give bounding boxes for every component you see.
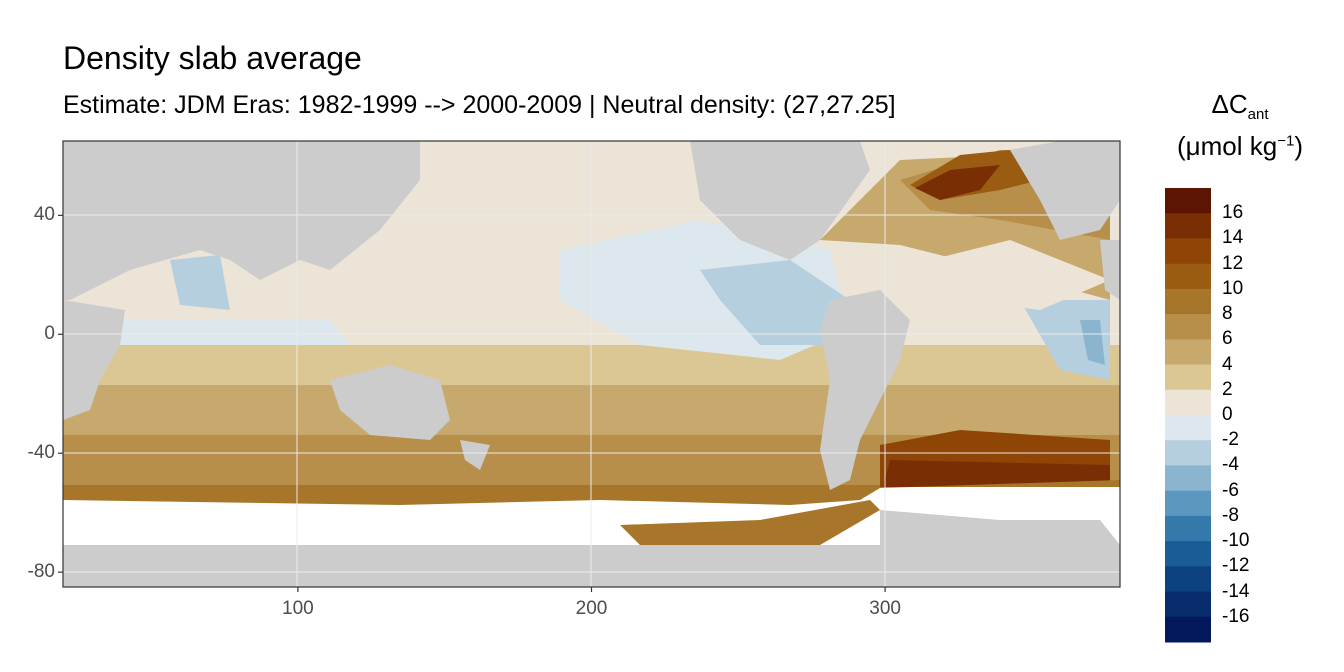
atlantic-east-blue-dark xyxy=(1080,320,1105,365)
legend-swatch xyxy=(1165,591,1211,618)
legend-swatch xyxy=(1165,314,1211,340)
legend-swatch xyxy=(1165,515,1211,542)
legend-swatch xyxy=(1165,490,1211,517)
legend-swatch xyxy=(1165,440,1211,466)
legend-swatch xyxy=(1165,415,1211,441)
legend-break-label: -4 xyxy=(1222,454,1239,476)
legend-swatch xyxy=(1165,238,1211,265)
land-eurasia-africa-north xyxy=(63,141,420,300)
grid xyxy=(63,141,1120,587)
land-africa-west xyxy=(1100,240,1120,300)
land-north-america xyxy=(690,141,870,260)
legend-swatch xyxy=(1165,364,1211,391)
atlantic-mid xyxy=(930,240,1110,310)
arabian-sea-blue xyxy=(170,255,230,310)
legend-swatch xyxy=(1165,213,1211,239)
legend-swatch xyxy=(1165,616,1211,643)
y-tick-label: 0 xyxy=(44,323,55,345)
y-tick-label: -80 xyxy=(27,561,55,583)
legend-swatch xyxy=(1165,541,1211,567)
legend-swatch xyxy=(1165,339,1211,366)
land-south-america xyxy=(820,290,910,490)
legend-break-label: 6 xyxy=(1222,328,1233,350)
legend-swatch xyxy=(1165,288,1211,315)
x-tick-label: 100 xyxy=(282,598,314,619)
legend-swatch xyxy=(1165,263,1211,290)
legend-swatch xyxy=(1165,188,1211,214)
legend-units-b: ) xyxy=(1294,131,1303,162)
legend-break-label: -2 xyxy=(1222,429,1239,451)
axis-ticks xyxy=(58,214,886,592)
legend-break-label: -6 xyxy=(1222,479,1239,501)
legend-break-label: -10 xyxy=(1222,530,1250,552)
legend-break-label: -12 xyxy=(1222,555,1250,577)
legend-title-sub: ant xyxy=(1247,106,1269,124)
antarctic-shelf-brown xyxy=(620,500,880,545)
legend-break-label: 4 xyxy=(1222,353,1233,375)
legend-swatch xyxy=(1165,566,1211,593)
land-australia xyxy=(330,365,450,440)
land-africa xyxy=(63,300,125,420)
x-tick-label: 200 xyxy=(575,598,608,619)
legend-swatch xyxy=(1165,465,1211,492)
x-tick-label: 300 xyxy=(869,598,901,619)
land-antarctica-weddell xyxy=(880,510,1120,545)
legend-title-main: ΔC xyxy=(1211,89,1248,119)
land-new-zealand xyxy=(460,440,490,470)
pacific-east-blue xyxy=(700,260,850,345)
legend-units-a: (μmol kg xyxy=(1177,131,1278,162)
chart-title: Density slab average xyxy=(63,40,362,76)
legend-break-label: 12 xyxy=(1222,252,1244,274)
indian-tropics-blue xyxy=(120,320,350,345)
legend-break-label: 8 xyxy=(1222,303,1233,325)
chart-subtitle: Estimate: JDM Eras: 1982-1999 --> 2000-2… xyxy=(63,91,896,119)
legend-break-label: 10 xyxy=(1222,277,1244,299)
legend-break-label: 14 xyxy=(1222,227,1244,249)
y-tick-label: -40 xyxy=(27,442,55,464)
y-tick-label: 40 xyxy=(33,204,55,226)
legend-break-label: -8 xyxy=(1222,504,1239,526)
legend-break-label: 16 xyxy=(1222,202,1244,224)
legend-units-sup: −1 xyxy=(1277,132,1295,150)
legend-swatch xyxy=(1165,389,1211,416)
map-panel xyxy=(63,141,1120,587)
legend-colorbar xyxy=(1165,188,1211,643)
legend-break-label: 0 xyxy=(1222,404,1233,425)
legend-break-label: 2 xyxy=(1222,378,1233,400)
north-atlantic-4 xyxy=(915,165,1000,200)
legend-break-label: -14 xyxy=(1222,580,1250,602)
legend-break-label: -16 xyxy=(1222,605,1250,627)
legend-title: ΔCant (μmol kg−1) xyxy=(1160,84,1320,167)
